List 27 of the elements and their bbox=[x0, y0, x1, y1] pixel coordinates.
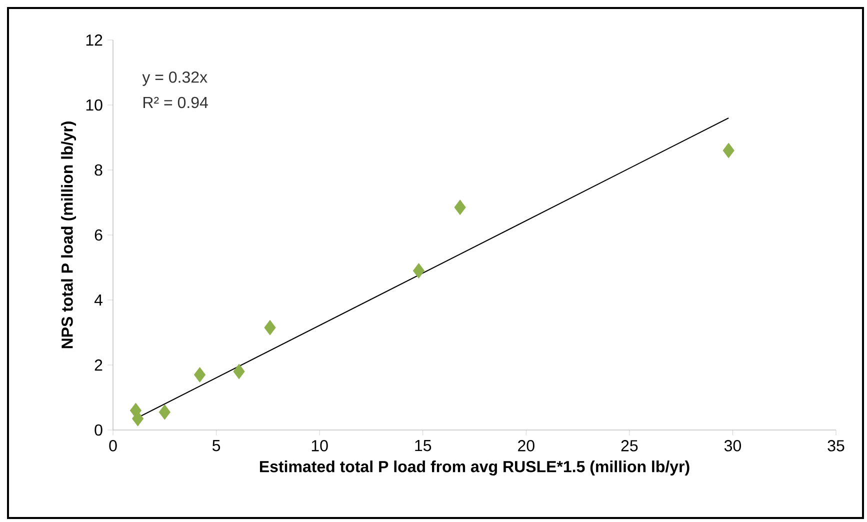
y-tick-label: 4 bbox=[94, 294, 102, 306]
x-tick-label: 10 bbox=[312, 440, 328, 452]
x-tick-label: 20 bbox=[518, 440, 534, 452]
x-axis-title: Estimated total P load from avg RUSLE*1.5 (million lb/yr) bbox=[260, 460, 690, 476]
x-tick-label: 0 bbox=[109, 440, 117, 452]
x-tick-label: 25 bbox=[621, 440, 638, 452]
y-tick-label: 12 bbox=[86, 34, 102, 46]
y-tick-label: 6 bbox=[94, 229, 102, 241]
point bbox=[158, 404, 170, 420]
point bbox=[194, 367, 206, 382]
y-tick-label: 0 bbox=[94, 424, 102, 436]
x-tick-label: 5 bbox=[212, 440, 220, 452]
annotation: R² = 0.94 bbox=[144, 96, 208, 108]
point bbox=[722, 142, 734, 158]
y-axis-title: NPS total P load (million lb/yr) bbox=[61, 122, 76, 348]
point bbox=[454, 200, 466, 215]
x-tick-label: 15 bbox=[415, 440, 432, 452]
point bbox=[132, 411, 144, 426]
y-tick-label: 10 bbox=[86, 99, 102, 111]
x-tick-label: 30 bbox=[724, 440, 741, 452]
y-tick-label: 8 bbox=[94, 164, 102, 176]
x-tick-label: 35 bbox=[828, 440, 844, 452]
point bbox=[233, 364, 245, 380]
annotation: y = 0.32x bbox=[142, 71, 208, 86]
y-tick-label: 2 bbox=[94, 359, 102, 371]
point bbox=[412, 263, 424, 278]
point bbox=[264, 320, 276, 336]
